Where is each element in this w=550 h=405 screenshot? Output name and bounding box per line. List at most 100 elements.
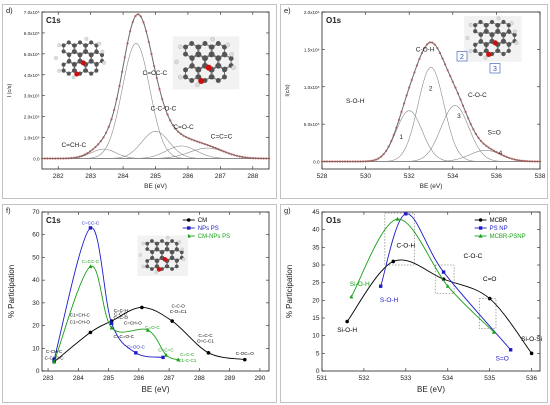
carbon-atom [160,250,165,255]
hydrogen-atom [181,257,186,262]
x-tick-label: 287 [215,173,226,180]
carbon-atom [512,32,517,38]
carbon-atom [478,51,483,57]
raw-data-point [492,149,495,152]
raw-data-point [233,153,236,157]
hydrogen-atom [57,43,62,48]
legend-label: MCBR [490,218,508,224]
data-point [491,329,496,334]
y-tick-label: 10 [312,333,320,340]
raw-data-point [249,156,252,160]
raw-data-point [390,140,393,143]
carbon-atom [61,68,66,73]
raw-data-point [214,146,217,150]
panel-frame [280,204,548,403]
point-annotation: C=O-C [145,325,160,330]
raw-data-point [384,149,388,153]
raw-data-point [343,160,347,163]
raw-data-point [346,160,349,163]
raw-data-point [203,142,207,146]
inset-label: 2 [460,54,464,61]
raw-data-point [102,136,105,139]
y-tick-label: 3.0x10⁵ [24,94,40,99]
raw-data-point [479,139,483,143]
raw-data-point [333,160,336,163]
carbon-atom [170,250,175,255]
raw-data-point [418,57,421,61]
raw-data-point [397,118,401,122]
raw-data-point [515,158,519,162]
raw-data-point [387,145,390,148]
x-tick-label: 290 [254,375,265,382]
raw-data-point [123,56,126,59]
raw-data-point [415,64,419,67]
y-tick-label: 40 [312,227,320,234]
oxygen-atom [205,64,212,71]
raw-data-point [235,154,239,157]
x-tick-label: 530 [360,173,371,180]
y-tick-label: 30 [312,262,320,269]
peak-annotation: 1 [399,134,403,141]
hydrogen-atom [174,59,179,65]
raw-data-point [83,153,86,156]
panel-letter: f) [6,206,11,215]
raw-data-point [423,46,426,50]
y-tick-label: 1.0x10⁵ [24,136,40,141]
panel-title: C1s [46,16,61,25]
fit-envelope [322,41,541,163]
x-axis-label: BE (eV) [417,385,445,394]
data-point [404,212,408,216]
carbon-atom [89,59,94,64]
point-annotation: C-C-O [172,303,186,308]
legend-marker [478,233,483,238]
data-point [109,321,114,325]
raw-data-point [508,156,511,160]
carbon-atom [72,43,77,48]
carbon-atom [496,22,501,28]
y-tick-label: 2.0x10⁵ [24,115,40,120]
raw-data-point [126,42,129,45]
raw-data-point [222,150,225,153]
point-annotation: C=CC-C [82,220,100,225]
raw-data-point [262,157,265,160]
raw-data-point [336,160,339,163]
panel-letter: d) [6,6,13,15]
panel-d: 282 283 284 285 286 287 288 0.0 1.0x10⁵ 2.0x10⁵ 3.… [2,4,277,199]
hydrogen-atom [225,42,231,48]
carbon-atom [150,267,154,271]
raw-data-point [520,159,524,162]
data-point [88,330,93,335]
x-tick-label: 533 [400,375,411,382]
carbon-atom [61,49,66,54]
y-axis-label: I (c/s) [7,83,13,97]
carbon-atom [89,40,94,45]
data-point [508,348,513,352]
x-tick-label: 285 [103,375,114,382]
panel-title: C1s [46,216,61,225]
raw-data-point [128,30,132,33]
hydrogen-atom [195,82,200,88]
oxygen-atom [80,60,86,66]
inset-label: 3 [493,66,497,73]
hydrogen-atom [468,22,473,27]
y-tick-label: 2.0x10⁶ [304,10,320,15]
data-point [445,284,450,288]
x-tick-label: 536 [526,375,537,382]
carbon-atom [94,49,99,55]
raw-data-point [227,152,231,155]
raw-data-point [325,160,329,163]
raw-data-point [139,15,142,18]
carbon-atom [501,51,506,57]
data-point [109,325,114,330]
carbon-atom [155,259,160,263]
raw-data-point [469,122,472,126]
panel-e: 528 530 532 534 536 538 0.0 5.0x10⁵ 1.0x10⁶ 1.5x1… [280,4,548,199]
point-annotation: C-CH2-C [45,356,65,361]
y-tick-label: 0 [36,368,40,375]
point-annotation: C=CH-O [124,320,142,325]
x-tick-label: 285 [150,173,161,180]
raw-data-point [201,142,204,145]
data-point [441,270,446,274]
carbon-atom [174,264,179,269]
raw-data-point [351,160,354,163]
